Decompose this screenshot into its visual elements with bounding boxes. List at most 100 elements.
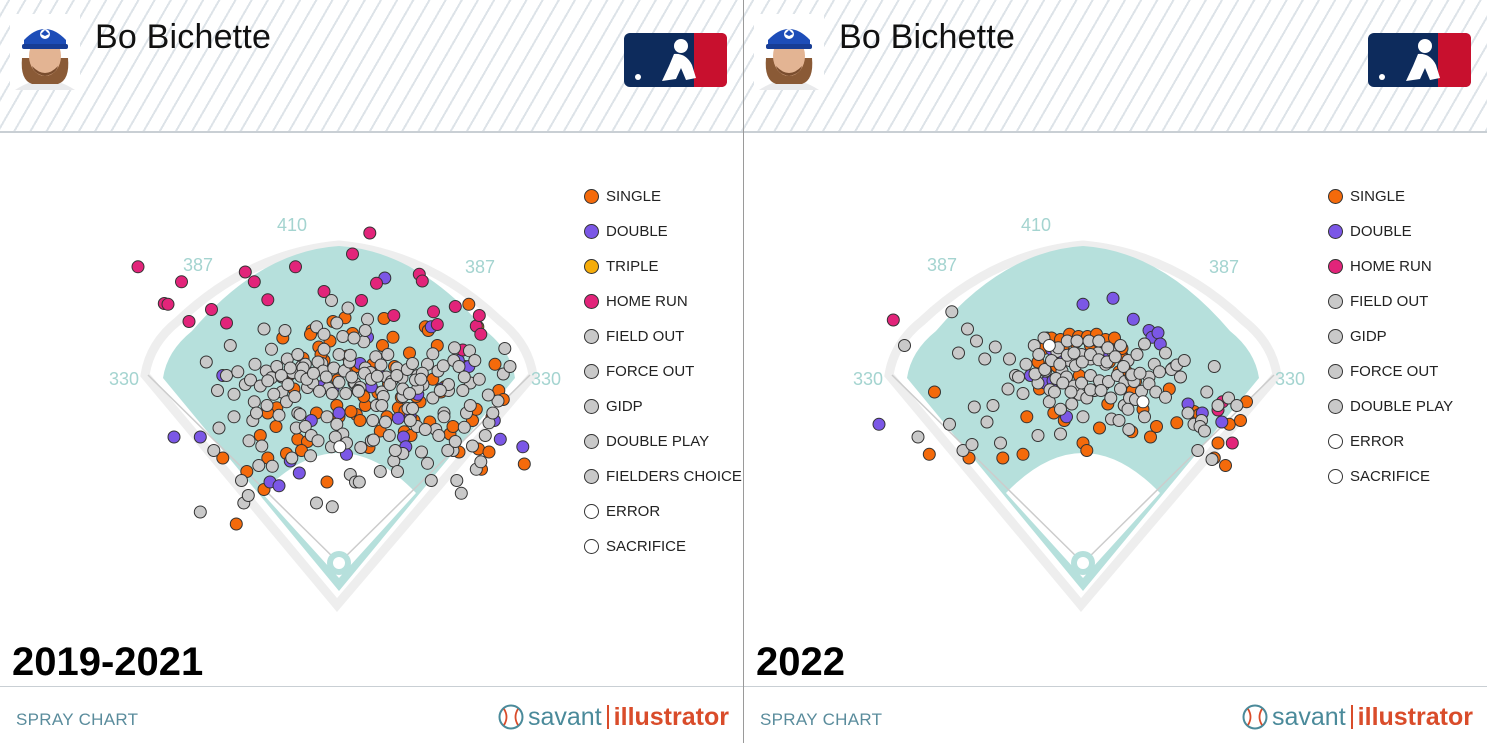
batted-ball-marker: [333, 440, 347, 454]
distance-label-right-center: 387: [465, 257, 495, 277]
spray-chart-legend: SINGLE DOUBLE TRIPLE HOME RUN FIELD OUT FORCE…: [584, 187, 743, 572]
batted-ball-marker: [478, 429, 492, 442]
batted-ball-marker: [1104, 391, 1118, 405]
legend-swatch: [584, 504, 599, 519]
batted-ball-marker: [472, 372, 486, 386]
batted-ball-marker: [462, 297, 476, 311]
batted-ball-marker: [1121, 402, 1135, 416]
batted-ball-marker: [1042, 339, 1056, 352]
player-name: Bo Bichette: [839, 18, 1016, 56]
mlb-logo-icon: [1368, 33, 1471, 87]
legend-label: FORCE OUT: [1350, 363, 1439, 380]
batted-ball-marker: [1234, 414, 1247, 427]
legend-swatch: [584, 539, 599, 554]
brand-illustrator-text: illustrator: [1357, 702, 1473, 731]
legend-swatch: [1328, 259, 1343, 274]
batted-ball-marker: [267, 387, 281, 401]
batted-ball-marker: [415, 274, 429, 288]
batted-ball-marker: [421, 456, 434, 470]
spray-chart-panel-left: Bo Bichette 330 387 410 387 330 SINGLE DOUBLE…: [0, 0, 743, 743]
legend-label: DOUBLE: [1350, 223, 1412, 240]
batted-ball-marker: [1054, 427, 1067, 441]
batted-ball-marker: [167, 430, 181, 444]
batted-ball-marker: [474, 455, 488, 469]
home-plate: [333, 557, 345, 569]
batted-ball-marker: [363, 226, 377, 240]
batted-ball-marker: [345, 370, 359, 384]
batted-ball-marker: [343, 348, 357, 362]
batted-ball-marker: [436, 359, 450, 373]
batted-ball-marker: [265, 459, 279, 473]
batted-ball-marker: [211, 384, 224, 397]
batted-ball-marker: [517, 457, 531, 471]
player-headshot: [754, 14, 824, 90]
batted-ball-marker: [390, 369, 404, 382]
batted-ball-marker: [346, 247, 359, 261]
batted-ball-marker: [344, 405, 358, 418]
batted-ball-marker: [1094, 384, 1108, 397]
batted-ball-marker: [227, 410, 241, 424]
batted-ball-marker: [1016, 447, 1030, 461]
batted-ball-marker: [1092, 334, 1106, 348]
batted-ball-marker: [1038, 363, 1052, 376]
legend-label: FIELDERS CHOICE OUT: [606, 468, 743, 485]
legend-label: GIDP: [1350, 328, 1387, 345]
batted-ball-marker: [285, 451, 299, 465]
batted-ball-marker: [175, 275, 188, 289]
legend-swatch: [1328, 294, 1343, 309]
batted-ball-marker: [466, 439, 479, 453]
batted-ball-marker: [272, 408, 286, 422]
batted-ball-marker: [291, 348, 305, 361]
brand-savant-text: savant: [1272, 702, 1346, 731]
batted-ball-marker: [319, 370, 333, 384]
spray-chart-field: 330 387 410 387 330: [853, 215, 1305, 612]
batted-ball-marker: [1144, 430, 1157, 444]
batted-ball-marker: [1031, 429, 1045, 442]
legend-label: HOME RUN: [606, 293, 688, 310]
panel-divider: [743, 0, 744, 743]
savant-illustrator-brand: savant illustrator: [1242, 702, 1473, 732]
batted-ball-marker: [250, 406, 263, 420]
batted-ball-marker: [1075, 355, 1089, 369]
legend-label: SINGLE: [606, 188, 662, 205]
infield-dirt: [1006, 453, 1160, 578]
batted-ball-marker: [317, 327, 331, 341]
batted-ball-marker: [448, 341, 461, 355]
batted-ball-marker: [1151, 326, 1165, 340]
batted-ball-marker: [330, 417, 344, 431]
season-label: 2022: [756, 640, 845, 684]
distance-label-center: 410: [1021, 215, 1051, 235]
batted-ball-marker: [994, 436, 1007, 450]
batted-ball-marker: [1093, 421, 1106, 435]
legend-swatch: [584, 399, 599, 414]
batted-ball-marker: [1150, 420, 1163, 433]
batted-ball-marker: [223, 339, 237, 352]
batted-ball-marker: [1076, 297, 1090, 311]
batted-ball-marker: [341, 301, 355, 315]
batted-ball-marker: [272, 479, 286, 493]
player-header: Bo Bichette: [744, 0, 1487, 133]
batted-ball-marker: [182, 315, 196, 328]
batted-ball-marker: [1108, 350, 1122, 364]
legend-label: ERROR: [606, 503, 661, 520]
legend-item: HOME RUN: [584, 292, 743, 327]
batted-ball-marker: [257, 322, 271, 336]
batted-ball-marker: [988, 340, 1002, 354]
batted-ball-marker: [274, 369, 288, 382]
legend-item: SINGLE: [584, 187, 743, 222]
legend-swatch: [584, 364, 599, 379]
brand-illustrator-text: illustrator: [613, 702, 729, 731]
player-header: Bo Bichette: [0, 0, 743, 133]
batted-ball-marker: [945, 305, 959, 319]
legend-swatch: [1328, 434, 1343, 449]
legend-item: GIDP: [1328, 327, 1487, 362]
batted-ball-marker: [1159, 346, 1172, 360]
batted-ball-marker: [503, 360, 517, 373]
legend-item: FORCE OUT: [1328, 362, 1487, 397]
batted-ball-marker: [1198, 424, 1211, 438]
batted-ball-marker: [406, 357, 419, 370]
batted-ball-marker: [278, 324, 292, 337]
batted-ball-marker: [281, 378, 295, 391]
batted-ball-marker: [352, 384, 365, 398]
legend-label: SINGLE: [1350, 188, 1406, 205]
